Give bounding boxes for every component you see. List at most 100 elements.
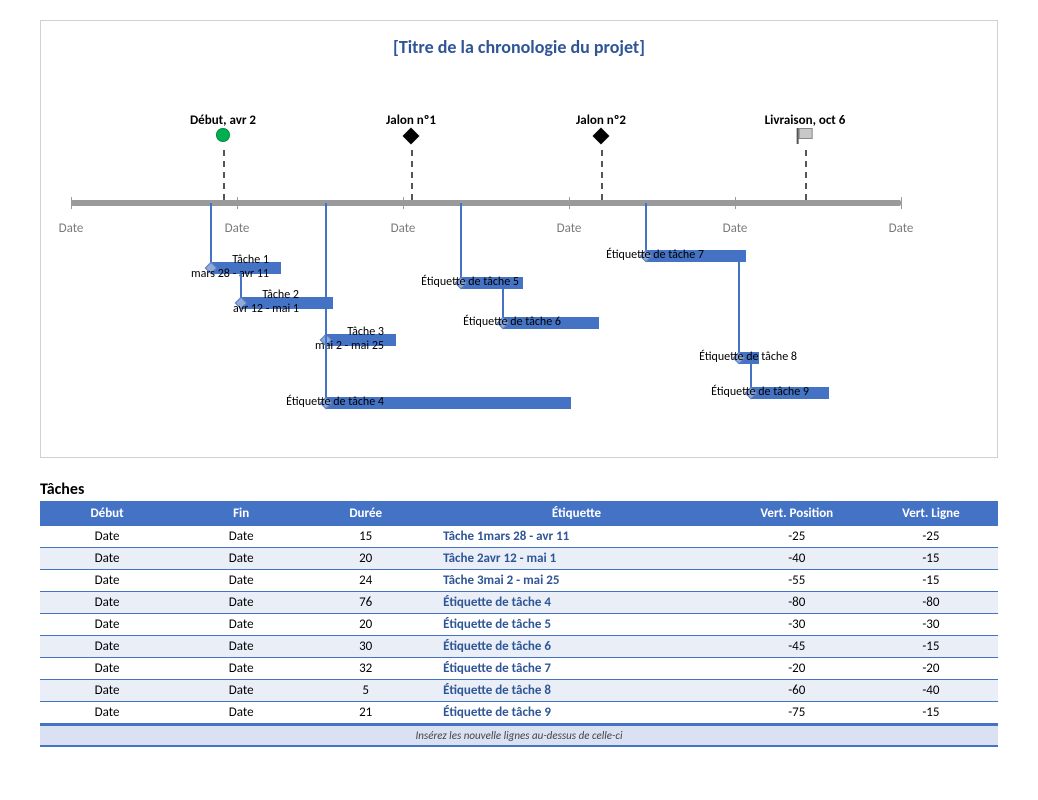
- milestone-connector: [223, 150, 225, 200]
- milestone: Livraison, oct 6: [765, 113, 846, 142]
- table-cell-debut: Date: [40, 526, 174, 548]
- task-connector: [325, 203, 327, 403]
- task-bar-label: Étiquette de tâche 8: [699, 351, 797, 365]
- table-cell-etiquette: Étiquette de tâche 5: [423, 614, 730, 636]
- milestone-label: Début, avr 2: [190, 113, 256, 128]
- table-cell-etiquette: Tâche 3mai 2 - mai 25: [423, 570, 730, 592]
- table-cell-vpos: -20: [730, 658, 864, 680]
- table-cell-vpos: -40: [730, 548, 864, 570]
- table-header-cell: Vert. Position: [730, 501, 864, 526]
- axis-tick-label: Date: [889, 221, 914, 236]
- table-cell-etiquette: Étiquette de tâche 6: [423, 636, 730, 658]
- milestone-connector: [805, 150, 807, 200]
- task-bar-label: Étiquette de tâche 9: [711, 386, 809, 400]
- table-cell-fin: Date: [174, 702, 308, 724]
- axis-tick-label: Date: [391, 221, 416, 236]
- table-cell-vpos: -30: [730, 614, 864, 636]
- milestone-circle-icon: [216, 128, 230, 142]
- table-cell-vpos: -75: [730, 702, 864, 724]
- axis-tick: [237, 197, 238, 209]
- table-footer-note: Insérez les nouvelle lignes au-dessus de…: [40, 724, 998, 747]
- task-bar-label: Tâche 1mars 28 - avr 11: [191, 254, 269, 282]
- timeline-axis: [71, 200, 901, 206]
- chart-title: [Titre de la chronologie du projet]: [71, 36, 967, 58]
- table-header-cell: Vert. Ligne: [864, 501, 998, 526]
- table-cell-vligne: -15: [864, 702, 998, 724]
- task-bar-label: Étiquette de tâche 5: [421, 276, 519, 290]
- table-cell-duree: 20: [308, 548, 423, 570]
- milestone-label: Jalon nº2: [576, 113, 626, 128]
- table-header-cell: Durée: [308, 501, 423, 526]
- table-row: DateDate21Étiquette de tâche 9-75-15: [40, 702, 998, 724]
- milestone: Jalon nº1: [386, 113, 436, 144]
- table-row: DateDate32Étiquette de tâche 7-20-20: [40, 658, 998, 680]
- table-cell-fin: Date: [174, 548, 308, 570]
- axis-tick: [735, 197, 736, 209]
- table-cell-vpos: -25: [730, 526, 864, 548]
- table-cell-fin: Date: [174, 526, 308, 548]
- table-cell-duree: 21: [308, 702, 423, 724]
- table-cell-debut: Date: [40, 658, 174, 680]
- table-header-cell: Fin: [174, 501, 308, 526]
- table-cell-vligne: -15: [864, 548, 998, 570]
- table-cell-duree: 24: [308, 570, 423, 592]
- table-cell-fin: Date: [174, 570, 308, 592]
- axis-tick-label: Date: [59, 221, 84, 236]
- table-row: DateDate20Tâche 2avr 12 - mai 1-40-15: [40, 548, 998, 570]
- table-cell-fin: Date: [174, 680, 308, 702]
- milestone-label: Jalon nº1: [386, 113, 436, 128]
- milestone-diamond-icon: [403, 128, 420, 145]
- task-bar-label: Étiquette de tâche 6: [463, 316, 561, 330]
- axis-tick-label: Date: [557, 221, 582, 236]
- axis-tick: [569, 197, 570, 209]
- axis-tick: [403, 197, 404, 209]
- table-row: DateDate30Étiquette de tâche 6-45-15: [40, 636, 998, 658]
- task-connector: [738, 262, 740, 358]
- table-cell-duree: 5: [308, 680, 423, 702]
- table-cell-duree: 30: [308, 636, 423, 658]
- table-row: DateDate5Étiquette de tâche 8-60-40: [40, 680, 998, 702]
- table-row: DateDate20Étiquette de tâche 5-30-30: [40, 614, 998, 636]
- table-header-row: DébutFinDuréeÉtiquetteVert. PositionVert…: [40, 501, 998, 526]
- milestone-connector: [411, 150, 413, 200]
- task-bar-label: Tâche 2avr 12 - mai 1: [233, 289, 299, 317]
- table-cell-duree: 32: [308, 658, 423, 680]
- table-cell-etiquette: Étiquette de tâche 4: [423, 592, 730, 614]
- task-bar-label: Étiquette de tâche 7: [606, 249, 704, 263]
- table-cell-fin: Date: [174, 636, 308, 658]
- table-cell-debut: Date: [40, 614, 174, 636]
- table-header-cell: Étiquette: [423, 501, 730, 526]
- tasks-table: DébutFinDuréeÉtiquetteVert. PositionVert…: [40, 501, 998, 724]
- table-cell-vligne: -15: [864, 636, 998, 658]
- table-cell-debut: Date: [40, 636, 174, 658]
- milestone-connector: [601, 150, 603, 200]
- table-cell-vpos: -80: [730, 592, 864, 614]
- milestone: Jalon nº2: [576, 113, 626, 144]
- table-cell-vpos: -55: [730, 570, 864, 592]
- table-cell-vligne: -40: [864, 680, 998, 702]
- table-cell-vligne: -25: [864, 526, 998, 548]
- milestone-label: Livraison, oct 6: [765, 113, 846, 128]
- timeline-chart-frame: [Titre de la chronologie du projet] Date…: [40, 20, 998, 458]
- table-row: DateDate24Tâche 3mai 2 - mai 25-55-15: [40, 570, 998, 592]
- task-connector: [460, 203, 462, 283]
- table-cell-debut: Date: [40, 702, 174, 724]
- table-cell-fin: Date: [174, 614, 308, 636]
- timeline-area: DateDateDateDateDateDateDébut, avr 2Jalo…: [71, 68, 967, 438]
- table-cell-etiquette: Étiquette de tâche 7: [423, 658, 730, 680]
- table-row: DateDate15Tâche 1mars 28 - avr 11-25-25: [40, 526, 998, 548]
- table-cell-etiquette: Étiquette de tâche 8: [423, 680, 730, 702]
- table-cell-fin: Date: [174, 592, 308, 614]
- table-cell-vligne: -15: [864, 570, 998, 592]
- table-cell-debut: Date: [40, 592, 174, 614]
- table-cell-duree: 15: [308, 526, 423, 548]
- axis-tick: [71, 197, 72, 209]
- table-cell-duree: 76: [308, 592, 423, 614]
- axis-tick-label: Date: [723, 221, 748, 236]
- table-row: DateDate76Étiquette de tâche 4-80-80: [40, 592, 998, 614]
- table-cell-debut: Date: [40, 680, 174, 702]
- table-cell-etiquette: Tâche 1mars 28 - avr 11: [423, 526, 730, 548]
- task-bar-label: Étiquette de tâche 4: [286, 396, 384, 410]
- table-header-cell: Début: [40, 501, 174, 526]
- table-cell-debut: Date: [40, 570, 174, 592]
